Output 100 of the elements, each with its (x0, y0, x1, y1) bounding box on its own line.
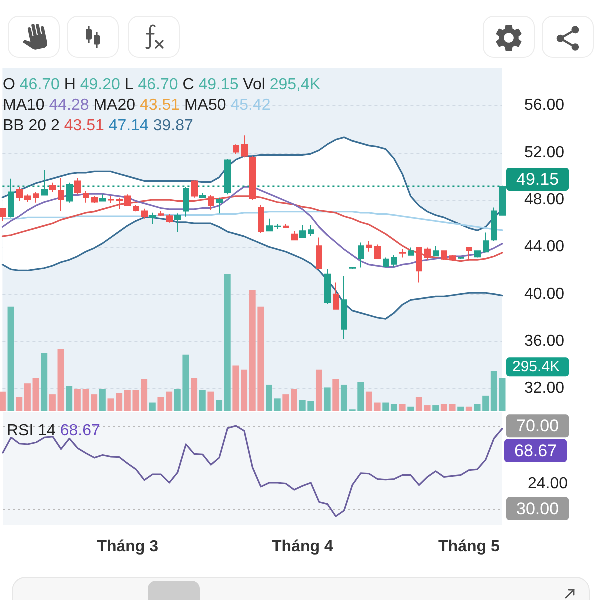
candlestick (108, 196, 114, 204)
text: 24.00 (528, 476, 568, 492)
bar (408, 406, 414, 411)
candlestick (366, 240, 372, 252)
candlestick (83, 190, 89, 204)
candlestick (341, 276, 347, 340)
candlestick (499, 185, 506, 216)
bar (316, 370, 322, 411)
candlestick (349, 266, 356, 270)
data-label: 68.67 (514, 441, 558, 460)
bar (374, 402, 381, 411)
bar (0, 392, 6, 411)
candlestick (33, 192, 39, 204)
bar (49, 394, 56, 411)
bar (108, 398, 114, 411)
candlestick (449, 254, 456, 262)
candlestick (58, 177, 64, 212)
bar (291, 388, 298, 411)
candlestick (8, 178, 14, 218)
line-series (2, 425, 504, 518)
candlestick (216, 197, 223, 214)
bar (16, 397, 23, 411)
candlestick (174, 213, 181, 233)
candlestick (166, 214, 173, 224)
candlestick (74, 177, 81, 196)
bar (399, 404, 406, 411)
y-tick-label: 52.00 (524, 144, 565, 162)
bar (99, 388, 106, 411)
bar (332, 379, 340, 411)
bar (424, 405, 431, 411)
bar (58, 349, 64, 411)
candlestick (0, 208, 6, 222)
candlestick (91, 196, 98, 204)
annotation: MA10 44.28 MA20 43.51 MA50 45.42 (3, 97, 271, 114)
candlestick (133, 205, 139, 212)
candlestick (433, 245, 439, 258)
line-series (2, 211, 504, 232)
y-tick-label: 56.00 (524, 97, 565, 114)
candlestick (208, 195, 214, 211)
candlestick (241, 135, 248, 158)
candlestick (383, 257, 389, 268)
candlestick (258, 204, 264, 234)
candlestick (333, 282, 339, 310)
line-series (2, 186, 504, 268)
ref-line-label: 49.15 (516, 170, 560, 189)
candlestick (224, 158, 231, 196)
bar (232, 366, 240, 411)
bar (74, 388, 81, 411)
bar (241, 370, 248, 411)
bar (32, 378, 40, 411)
bar (266, 384, 273, 411)
bar (224, 274, 231, 411)
candlestick (308, 224, 314, 237)
bar (24, 383, 31, 411)
candlestick (316, 237, 322, 270)
bar (274, 398, 281, 411)
candlestick (149, 212, 156, 226)
bar (466, 406, 472, 411)
candlestick (491, 207, 497, 242)
bar (324, 388, 331, 411)
candlestick (183, 186, 189, 218)
bar (199, 390, 206, 411)
candlestick (199, 193, 206, 198)
bar (366, 392, 372, 411)
candlestick (299, 224, 306, 238)
candlestick (483, 232, 489, 253)
bar (149, 402, 156, 411)
text: 295.4K (512, 358, 560, 376)
y-tick-label: 44.00 (524, 238, 565, 256)
bar (158, 397, 164, 411)
candlestick (416, 247, 422, 284)
candlestick (324, 268, 331, 305)
bar (41, 353, 48, 411)
candlestick (399, 249, 406, 258)
text: RSI 14 68.67 (7, 422, 100, 440)
bar (282, 394, 290, 411)
text: O 46.70 H 49.20 L 46.70 C 49.15 Vol 295,4K (3, 76, 321, 94)
candlestick (66, 182, 73, 204)
candlestick (233, 144, 239, 155)
candlestick (374, 244, 381, 260)
candlestick (358, 242, 364, 268)
bar (382, 402, 390, 411)
candlestick (249, 156, 256, 201)
candlestick (408, 247, 414, 256)
bar (8, 306, 14, 411)
bar (499, 378, 506, 411)
candlestick (424, 247, 431, 261)
x-tick-label: Tháng 5 (438, 538, 500, 556)
bar (432, 405, 440, 411)
bar (216, 400, 223, 411)
candlestick (99, 194, 106, 202)
y-tick-label: 32.00 (524, 380, 565, 398)
annotation: BB 20 2 43.51 47.14 39.87 (3, 118, 194, 134)
candlestick (291, 230, 298, 241)
candlestick (41, 170, 48, 196)
x-tick-label: Tháng 3 (97, 538, 159, 556)
y-tick-label: 70.00 (516, 416, 560, 436)
candlestick (191, 180, 198, 198)
bar (490, 371, 498, 411)
bar (208, 392, 214, 411)
